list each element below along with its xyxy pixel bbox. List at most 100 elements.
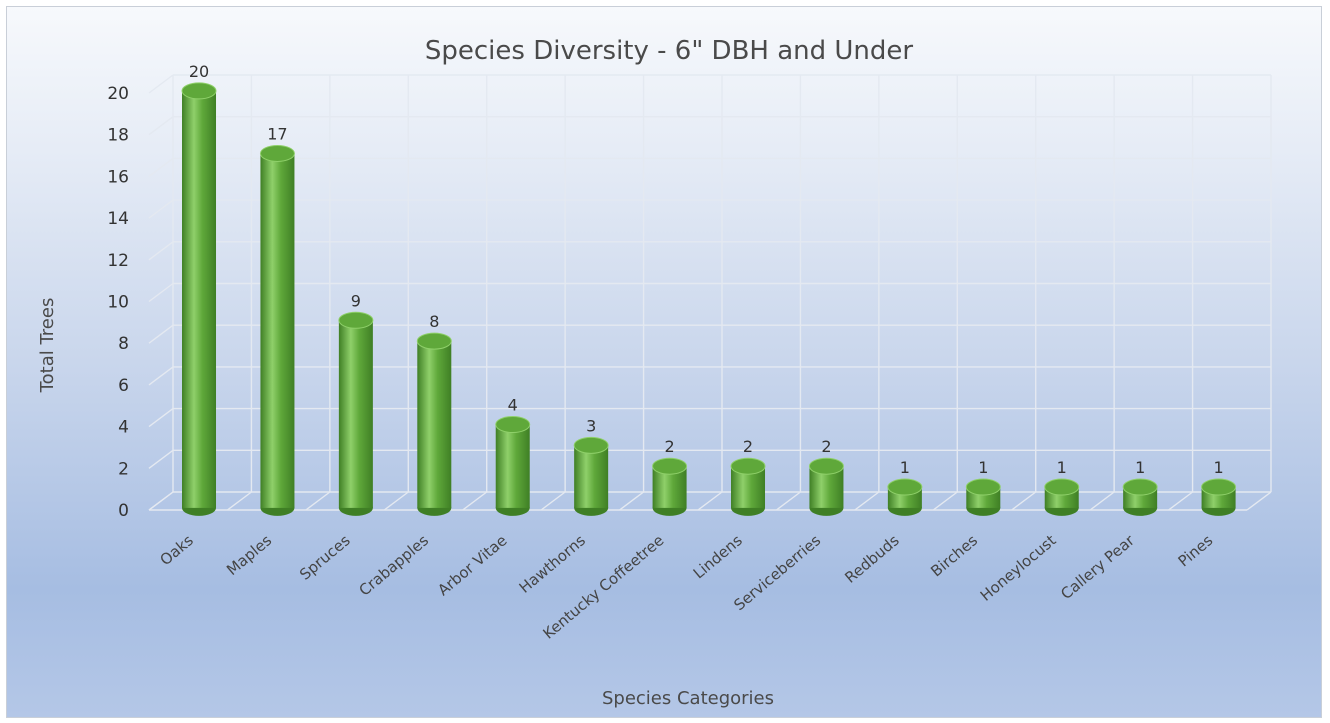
y-tick-label: 18: [107, 126, 129, 146]
data-label: 1: [1213, 458, 1223, 477]
y-tick-label: 10: [107, 293, 129, 313]
floor-gridline: [1246, 491, 1272, 511]
floor-gridline: [619, 491, 644, 511]
data-label: 8: [429, 312, 439, 331]
bar-oaks: [181, 82, 217, 516]
data-label: 9: [351, 291, 361, 310]
category-label: Pines: [1175, 531, 1217, 570]
category-label: Crabapples: [356, 531, 433, 599]
chart-title: Species Diversity - 6" DBH and Under: [425, 36, 914, 66]
data-label: 2: [664, 437, 674, 456]
side-gridline: [148, 74, 174, 94]
bar-top: [808, 457, 844, 475]
bar-body: [417, 341, 452, 508]
side-gridline: [148, 449, 174, 469]
bar-callery-pear: [1122, 478, 1158, 516]
category-label: Hawthorns: [516, 531, 589, 597]
data-label: 3: [586, 416, 596, 435]
species-diversity-chart: 0246810121416182020Oaks17Maples9Spruces8…: [37, 36, 1272, 709]
bar-birches: [965, 478, 1001, 516]
bar-top: [259, 144, 295, 162]
y-tick-label: 2: [118, 459, 129, 479]
y-tick-label: 14: [107, 209, 129, 229]
data-label: 17: [267, 124, 287, 143]
floor-gridline: [305, 491, 331, 511]
bar-top: [338, 311, 374, 329]
floor-gridline: [1168, 491, 1193, 511]
bar-lindens: [730, 457, 766, 516]
category-label: Callery Pear: [1057, 531, 1138, 603]
floor-gridline: [383, 491, 409, 511]
floor-gridline: [776, 491, 801, 511]
data-label: 1: [978, 458, 988, 477]
bar-maples: [259, 144, 295, 516]
bar-top: [652, 457, 688, 475]
data-label: 4: [508, 396, 518, 415]
bar-top: [573, 436, 609, 454]
bar-body: [338, 320, 373, 508]
category-label: Spruces: [296, 531, 354, 583]
category-label: Oaks: [156, 531, 196, 569]
category-label: Honeylocust: [977, 531, 1060, 605]
side-gridline: [148, 157, 174, 177]
bar-honeylocust: [1044, 478, 1080, 516]
side-gridline: [148, 199, 174, 219]
side-gridline: [148, 116, 174, 136]
bar-layer: [181, 82, 1237, 516]
y-axis-title: Total Trees: [37, 298, 58, 394]
bar-crabapples: [416, 332, 452, 516]
bar-hawthorns: [573, 436, 609, 516]
side-gridline: [148, 282, 174, 303]
bar-redbuds: [887, 478, 923, 516]
bar-top: [181, 82, 217, 100]
floor-gridline: [1011, 491, 1037, 511]
y-tick-label: 4: [118, 418, 129, 438]
bar-body: [260, 153, 295, 508]
side-gridline: [148, 366, 174, 386]
bar-top: [495, 416, 531, 433]
bar-top: [1201, 478, 1237, 496]
category-label: Birches: [927, 531, 981, 580]
bar-top: [1122, 478, 1158, 496]
data-label: 20: [189, 62, 209, 81]
side-gridline: [148, 324, 174, 344]
category-label: Redbuds: [841, 531, 902, 587]
y-tick-label: 20: [107, 84, 129, 104]
bar-pines: [1201, 478, 1237, 516]
side-gridline: [148, 408, 174, 428]
bar-top: [1044, 478, 1080, 496]
y-tick-label: 6: [118, 376, 129, 396]
bar-top: [965, 478, 1001, 496]
bar-top: [887, 478, 923, 496]
y-tick-label: 0: [118, 501, 129, 521]
bar-top: [416, 332, 452, 350]
bar-spruces: [338, 311, 374, 516]
data-label: 1: [1057, 458, 1067, 477]
floor-gridline: [227, 491, 252, 511]
bar-serviceberries: [808, 457, 844, 516]
data-label: 2: [743, 437, 753, 456]
y-tick-label: 16: [107, 167, 129, 187]
y-tick-label: 8: [118, 334, 129, 354]
grid-layer: [148, 74, 1272, 511]
x-axis-title: Species Categories: [602, 688, 774, 709]
bar-kentucky-coffeetree: [652, 457, 688, 516]
category-label: Lindens: [690, 531, 746, 582]
bar-body: [495, 424, 530, 508]
chart-frame: 0 2 4 6 8 10 12 14 16 18 20 20 Oaks 17 Maples 9 Spruces 8…: [6, 6, 1322, 718]
bar-body: [574, 445, 609, 508]
data-label: 1: [1135, 458, 1145, 477]
bar-body: [182, 90, 217, 508]
floor-gridline: [462, 491, 488, 511]
side-gridline: [148, 241, 174, 261]
floor-gridline: [697, 491, 723, 511]
y-tick-label: 12: [107, 251, 129, 271]
side-gridline: [148, 491, 174, 511]
floor-gridline: [932, 491, 958, 511]
bar-arbor-vitae: [495, 416, 531, 516]
data-label: 2: [821, 437, 831, 456]
category-label: Maples: [223, 531, 275, 579]
category-label: Arbor Vitae: [434, 531, 510, 599]
floor-gridline: [1089, 491, 1115, 511]
floor-gridline: [540, 491, 566, 511]
